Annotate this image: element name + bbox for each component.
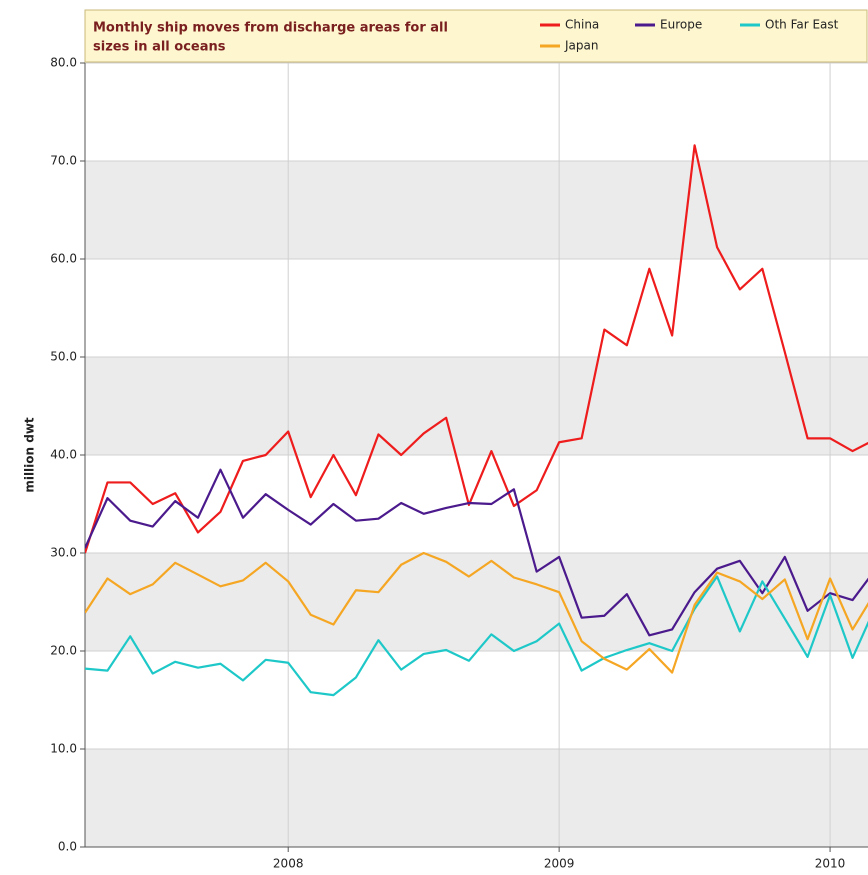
- plot-band: [85, 161, 868, 259]
- legend-label: Oth Far East: [765, 18, 839, 32]
- y-tick-label: 80.0: [50, 56, 77, 70]
- y-tick-label: 60.0: [50, 252, 77, 266]
- plot-band: [85, 357, 868, 455]
- series-line: [85, 468, 868, 637]
- series-line: [85, 144, 868, 554]
- series-line: [85, 551, 868, 674]
- plot-band: [85, 749, 868, 847]
- legend-label: Europe: [660, 18, 702, 32]
- plot-band: [85, 63, 868, 161]
- y-axis-label: million dwt: [23, 417, 37, 493]
- x-tick-label: 2010: [815, 857, 846, 871]
- y-tick-label: 0.0: [58, 840, 77, 854]
- legend-box: [84, 9, 868, 63]
- x-tick-label: 2008: [273, 857, 304, 871]
- legend-label: Japan: [564, 39, 598, 53]
- y-tick-label: 10.0: [50, 742, 77, 756]
- plot-band: [85, 651, 868, 749]
- plot-band: [85, 259, 868, 357]
- legend-label: China: [565, 18, 599, 32]
- chart-title: Monthly ship moves from discharge areas …: [93, 21, 448, 36]
- plot-lines: [85, 144, 868, 697]
- series-line: [85, 575, 868, 697]
- y-tick-label: 70.0: [50, 154, 77, 168]
- y-tick-label: 50.0: [50, 350, 77, 364]
- y-tick-label: 20.0: [50, 644, 77, 658]
- y-tick-label: 40.0: [50, 448, 77, 462]
- x-tick-label: 2009: [544, 857, 575, 871]
- chart-title: sizes in all oceans: [93, 40, 226, 55]
- y-tick-label: 30.0: [50, 546, 77, 560]
- plot-band: [85, 553, 868, 651]
